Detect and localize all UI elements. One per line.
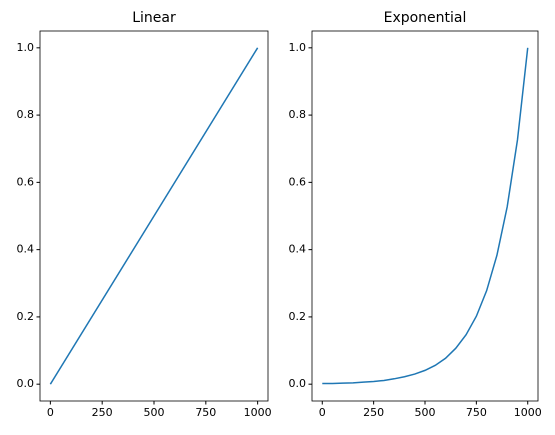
y-tick-label: 0.0 — [17, 377, 35, 390]
y-tick-label: 0.6 — [17, 175, 35, 188]
x-tick-label: 0 — [47, 406, 54, 419]
chart-title: Linear — [132, 10, 176, 26]
axes-frame — [39, 30, 269, 402]
x-tick-label: 500 — [415, 406, 436, 419]
line — [49, 47, 259, 385]
x-tick-label: 1000 — [514, 406, 542, 419]
axes-frame — [311, 30, 539, 402]
y-tick-label: 1.0 — [289, 41, 307, 54]
x-tick-label: 0 — [319, 406, 326, 419]
y-tick-label: 0.4 — [17, 243, 35, 256]
x-tick-label: 500 — [144, 406, 165, 419]
x-tick-label: 750 — [195, 406, 216, 419]
y-tick-label: 0.2 — [289, 310, 307, 323]
line — [322, 47, 529, 385]
x-tick-label: 750 — [466, 406, 487, 419]
y-tick-label: 0.2 — [17, 310, 35, 323]
y-tick-label: 0.4 — [289, 243, 307, 256]
x-tick-label: 250 — [363, 406, 384, 419]
y-tick-label: 1.0 — [17, 41, 35, 54]
chart-title: Exponential — [384, 10, 467, 26]
x-tick-label: 1000 — [244, 406, 272, 419]
y-tick-label: 0.6 — [289, 175, 307, 188]
y-tick-label: 0.8 — [17, 108, 35, 121]
y-tick-label: 0.0 — [289, 377, 307, 390]
y-tick-label: 0.8 — [289, 108, 307, 121]
x-tick-label: 250 — [92, 406, 113, 419]
